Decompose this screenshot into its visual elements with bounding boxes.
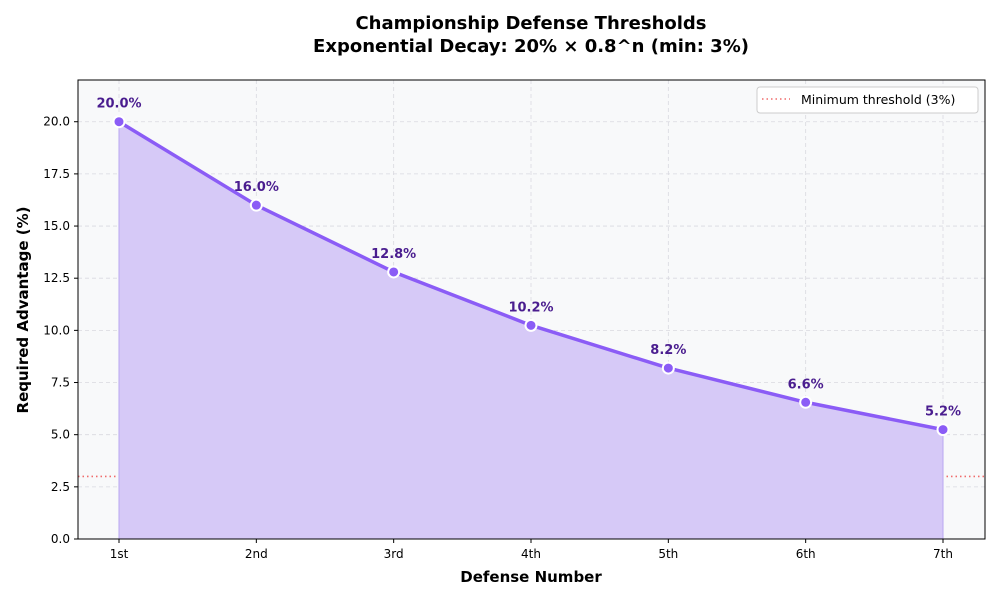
legend-box [756,86,979,114]
data-point [661,361,675,375]
legend: Minimum threshold (3%) [756,86,979,114]
chart-title: Championship Defense Thresholds [355,13,706,34]
data-points [112,115,950,437]
x-tick-label: 2nd [245,547,268,561]
y-tick-label: 5.0 [51,428,70,442]
x-tick-label: 1st [110,547,129,561]
y-tick-label: 7.5 [51,376,70,390]
data-point [249,198,263,212]
data-point [799,395,813,409]
x-tick-label: 4th [521,547,541,561]
x-tick-label: 5th [658,547,678,561]
y-tick-label: 20.0 [43,115,70,129]
y-tick-label: 10.0 [43,323,70,337]
data-point [112,115,126,129]
data-label: 10.2% [508,300,553,315]
y-ticks: 0.0 2.5 5.0 7.5 10.0 12.5 15.0 17.5 20.0 [43,115,78,546]
x-ticks: 1st 2nd 3rd 4th 5th 6th 7th [110,539,953,561]
y-tick-label: 17.5 [43,167,70,181]
data-point [387,265,401,279]
x-tick-label: 7th [933,547,953,561]
y-tick-label: 0.0 [51,532,70,546]
y-tick-label: 12.5 [43,271,70,285]
data-point [524,318,538,332]
data-labels: 20.0% 16.0% 12.8% 10.2% 8.2% 6.6% 5.2% [96,97,961,420]
y-tick-label: 2.5 [51,480,70,494]
data-label: 12.8% [371,247,416,262]
y-axis-label: Required Advantage (%) [14,207,32,414]
x-tick-label: 3rd [384,547,404,561]
data-point [936,423,950,437]
x-axis-label: Defense Number [460,568,602,586]
data-label: 6.6% [788,377,824,392]
y-tick-label: 15.0 [43,219,70,233]
data-label: 5.2% [925,405,961,420]
data-label: 8.2% [650,343,686,358]
x-tick-label: 6th [796,547,816,561]
data-label: 16.0% [234,180,279,195]
chart-subtitle: Exponential Decay: 20% × 0.8^n (min: 3%) [313,36,749,57]
data-label: 20.0% [96,97,141,112]
legend-label: Minimum threshold (3%) [801,92,955,107]
